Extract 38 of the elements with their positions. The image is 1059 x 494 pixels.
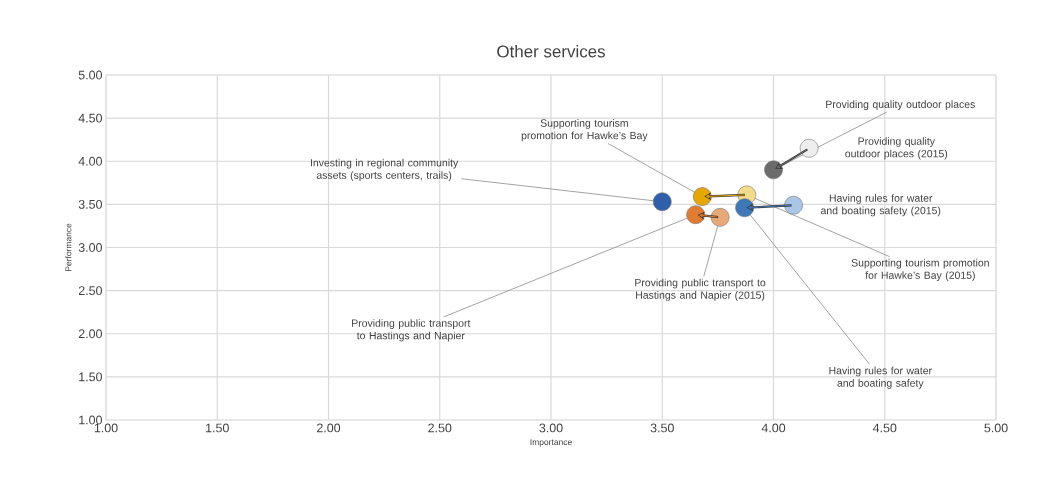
point (686, 205, 705, 225)
point (693, 187, 712, 206)
chart-title: Other services (497, 45, 605, 58)
x-tick-label: 5.00 (984, 423, 1008, 433)
x-axis-title: Importance (530, 439, 572, 447)
text: Providing quality outdoor places (826, 100, 975, 111)
point (735, 198, 754, 218)
text: Providing quality outdoor places (2015) (845, 137, 948, 160)
y-tick-label: 3.00 (78, 243, 102, 252)
y-tick-label: 3.50 (78, 199, 102, 209)
x-tick-label: 2.50 (428, 423, 452, 433)
text: Providing public transport to Hastings and Napier (352, 319, 471, 342)
y-tick-label: 1.50 (79, 372, 102, 382)
y-tick-label: 4.00 (78, 156, 102, 166)
point (710, 208, 730, 227)
x-tick-label: 1.50 (206, 423, 229, 433)
text: Investing in regional community assets (sports centers, trails) (310, 158, 459, 181)
x-tick-label: 4.00 (761, 423, 786, 433)
y-tick-label: 2.50 (78, 286, 102, 296)
x-tick-label: 3.00 (539, 423, 563, 433)
y-axis-title: Performance (65, 223, 72, 272)
text: Having rules for water and boating safety (829, 366, 932, 389)
x-tick-label: 4.50 (872, 423, 897, 433)
x-tick-label: 1.00 (94, 423, 118, 433)
point (652, 192, 672, 212)
point (799, 139, 819, 158)
point (764, 160, 783, 180)
text: Supporting tourism promotion for Hawke’s Bay (521, 119, 648, 142)
text: Supporting tourism promotion for Hawke’s Bay (2015) (851, 258, 989, 282)
y-tick-label: 5.00 (78, 70, 102, 80)
x-tick-label: 2.00 (317, 423, 341, 433)
point (784, 195, 803, 215)
text: Providing public transport to Hastings and Napier (2015) (635, 278, 766, 301)
y-tick-label: 2.00 (78, 329, 102, 339)
y-tick-label: 4.50 (78, 113, 102, 123)
y-tick-label: 1.00 (79, 415, 102, 425)
series-label: Having rules for water and boating safety (2015) (820, 194, 941, 217)
x-tick-label: 3.50 (650, 423, 674, 433)
